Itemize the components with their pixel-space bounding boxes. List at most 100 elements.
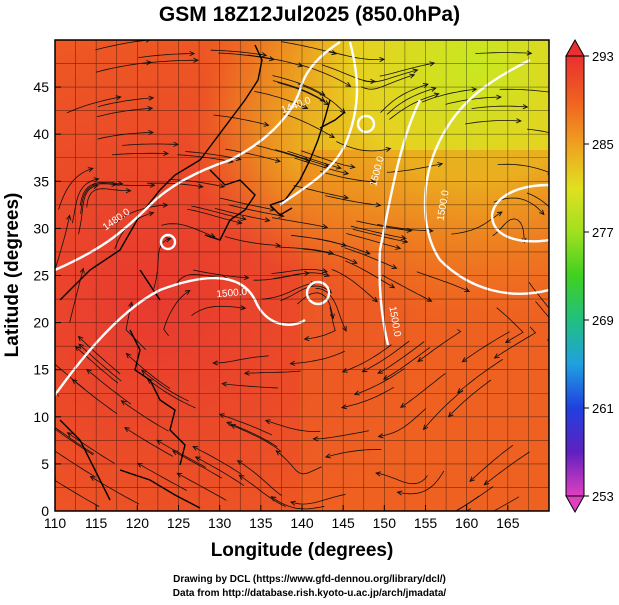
y-tick-label: 40 bbox=[33, 126, 49, 142]
streamline bbox=[156, 439, 207, 468]
streamline bbox=[448, 379, 492, 417]
streamline bbox=[214, 208, 270, 221]
streamline bbox=[126, 353, 171, 389]
streamline bbox=[213, 355, 269, 364]
streamline-arrow bbox=[261, 52, 268, 58]
x-tick-label: 150 bbox=[373, 515, 397, 531]
streamline-arrow bbox=[141, 369, 147, 376]
y-tick-label: 45 bbox=[33, 79, 49, 95]
streamline bbox=[138, 53, 195, 58]
colorbar-scale bbox=[565, 55, 585, 497]
streamline bbox=[90, 476, 140, 505]
streamline bbox=[98, 183, 155, 186]
streamline bbox=[386, 87, 436, 115]
streamline bbox=[277, 82, 329, 106]
x-tick-label: 135 bbox=[249, 515, 273, 531]
colorbar-min-arrow bbox=[565, 495, 585, 514]
streamline-arrow bbox=[349, 163, 356, 170]
streamline bbox=[381, 274, 432, 302]
streamline-arrow bbox=[400, 235, 407, 241]
streamline bbox=[172, 450, 223, 479]
streamline bbox=[376, 472, 428, 485]
streamline bbox=[497, 163, 549, 173]
streamline bbox=[400, 373, 446, 408]
streamline bbox=[303, 248, 358, 264]
streamline-arrow bbox=[238, 474, 245, 480]
streamline-arrow bbox=[146, 60, 153, 66]
streamline-arrow bbox=[382, 374, 389, 380]
streamline bbox=[297, 292, 334, 319]
streamline bbox=[475, 52, 532, 54]
streamline bbox=[191, 305, 246, 317]
streamline-arrow bbox=[189, 50, 196, 57]
streamline-arrow bbox=[433, 92, 440, 98]
streamline-arrow bbox=[89, 475, 96, 481]
streamline-arrow bbox=[389, 283, 396, 289]
streamline bbox=[527, 128, 549, 133]
streamline-arrow bbox=[226, 421, 233, 427]
streamline-arrow bbox=[275, 242, 282, 248]
streamline-arrow bbox=[351, 259, 358, 264]
streamline bbox=[383, 347, 431, 380]
streamline bbox=[293, 185, 349, 199]
streamline-arrow bbox=[329, 313, 335, 320]
streamline-arrow bbox=[343, 194, 350, 200]
streamline-arrow bbox=[145, 40, 151, 43]
streamline-arrow bbox=[377, 368, 384, 374]
streamline bbox=[168, 179, 225, 188]
streamline bbox=[79, 181, 123, 206]
streamline-arrow bbox=[417, 356, 424, 363]
streamline bbox=[528, 282, 549, 309]
streamline-arrow bbox=[236, 460, 243, 466]
streamline bbox=[271, 496, 325, 510]
streamline-arrow bbox=[236, 219, 243, 225]
streamline-arrow bbox=[331, 50, 338, 56]
streamline bbox=[363, 69, 418, 83]
y-tick-label: 5 bbox=[41, 456, 49, 472]
x-tick-label: 110 bbox=[44, 515, 67, 531]
streamline bbox=[451, 211, 503, 235]
streamline-arrow bbox=[370, 78, 377, 85]
streamline bbox=[72, 178, 99, 224]
x-tick-label: 155 bbox=[414, 515, 438, 531]
streamline bbox=[328, 50, 385, 60]
colorbar-tick-label: 269 bbox=[592, 313, 614, 328]
streamline-arrow bbox=[221, 381, 228, 387]
streamline-arrow bbox=[176, 472, 183, 478]
streamline-arrow bbox=[496, 94, 502, 100]
streamline-arrow bbox=[243, 274, 250, 281]
streamline bbox=[471, 105, 528, 109]
streamline-arrow bbox=[429, 61, 436, 67]
x-tick-label: 125 bbox=[167, 515, 191, 531]
streamline-arrow bbox=[370, 179, 377, 185]
streamline bbox=[58, 167, 93, 210]
streamline bbox=[78, 185, 98, 235]
streamline-arrow bbox=[47, 446, 52, 450]
streamline bbox=[499, 88, 549, 93]
y-tick-label: 10 bbox=[33, 409, 49, 425]
streamline bbox=[492, 218, 525, 243]
streamline bbox=[421, 88, 477, 103]
streamline bbox=[321, 64, 376, 82]
streamline-arrow bbox=[264, 217, 271, 223]
streamline-arrow bbox=[229, 424, 236, 430]
y-axis-ticks: 0 5 10 15 20 25 30 35 40 45 bbox=[33, 79, 61, 519]
streamline-arrow bbox=[385, 146, 392, 152]
streamline-arrow bbox=[275, 450, 282, 456]
streamline-arrow bbox=[115, 95, 122, 101]
streamline-arrow bbox=[212, 360, 218, 366]
streamline-arrow bbox=[496, 211, 503, 217]
streamline-arrow bbox=[469, 476, 475, 482]
streamline bbox=[97, 97, 154, 108]
x-axis-ticks: 110 115 120 125 130 135 140 145 150 155 160 165 bbox=[44, 505, 520, 531]
streamline-arrow bbox=[149, 182, 156, 188]
streamline bbox=[219, 413, 272, 436]
streamline bbox=[213, 114, 269, 126]
colorbar-tick-label: 293 bbox=[592, 49, 614, 64]
credit-data-source: Data from http://database.rish.kyoto-u.a… bbox=[172, 588, 447, 599]
streamline bbox=[224, 236, 281, 247]
streamline bbox=[161, 223, 215, 238]
streamline bbox=[177, 472, 227, 501]
streamline bbox=[122, 143, 179, 146]
streamline bbox=[294, 157, 349, 175]
